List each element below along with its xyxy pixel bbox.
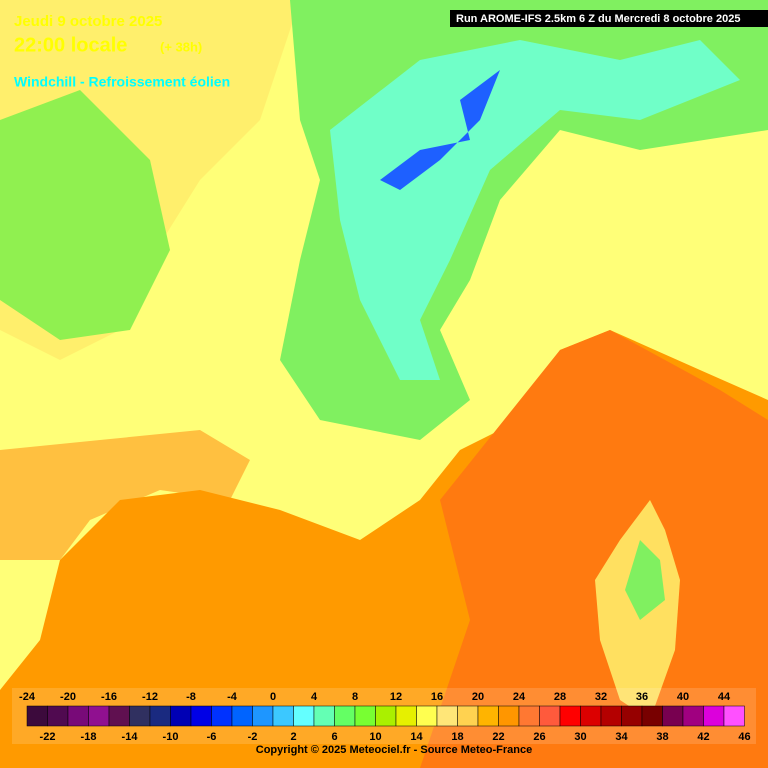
legend-swatch: [682, 705, 704, 727]
legend-swatch: [416, 705, 438, 727]
legend-swatch: [272, 705, 294, 727]
legend-swatch: [600, 705, 622, 727]
legend-swatch: [539, 705, 561, 727]
legend-swatch: [67, 705, 89, 727]
legend-swatch: [395, 705, 417, 727]
corsica-green: [625, 540, 665, 620]
legend-label: -14: [122, 731, 139, 743]
legend-swatch: [477, 705, 499, 727]
legend-label: 46: [738, 731, 750, 743]
land-orange: [0, 430, 250, 560]
legend-label: -2: [248, 731, 258, 743]
legend-label: -24: [19, 691, 36, 703]
legend-label: -6: [207, 731, 217, 743]
legend-label: -16: [101, 691, 117, 703]
legend-label: 2: [290, 731, 296, 743]
legend-swatch: [313, 705, 335, 727]
legend-label: 32: [595, 691, 607, 703]
legend-swatch: [621, 705, 643, 727]
legend-label: 22: [492, 731, 504, 743]
sea-east: [420, 330, 768, 768]
legend-label: -20: [60, 691, 76, 703]
legend-label: 38: [656, 731, 668, 743]
alps-cold: [380, 70, 500, 190]
time: 22:00 locale: [14, 34, 127, 56]
legend-swatch: [723, 705, 745, 727]
legend-label: 10: [369, 731, 381, 743]
legend-swatch: [88, 705, 110, 727]
run-bg: [450, 10, 768, 27]
legend-label: 36: [636, 691, 648, 703]
date: Jeudi 9 octobre 2025: [14, 13, 162, 30]
legend-swatch: [703, 705, 725, 727]
legend-swatch: [457, 705, 479, 727]
legend-swatch: [170, 705, 192, 727]
legend-label: -22: [40, 731, 56, 743]
alps-cyan: [330, 40, 740, 380]
legend-label: 34: [615, 731, 628, 743]
legend-swatch: [129, 705, 151, 727]
legend-swatch: [641, 705, 663, 727]
legend-label: 0: [270, 691, 276, 703]
land-green: [0, 90, 170, 340]
legend-swatch: [252, 705, 274, 727]
legend-label: 30: [574, 731, 586, 743]
legend-label: 8: [352, 691, 358, 703]
legend-label: 4: [311, 691, 318, 703]
legend-swatch: [498, 705, 520, 727]
legend-label: -8: [186, 691, 196, 703]
legend-swatch: [26, 705, 48, 727]
legend-swatch: [559, 705, 581, 727]
legend-label: 44: [718, 691, 731, 703]
legend-label: 40: [677, 691, 689, 703]
legend-label: 16: [431, 691, 443, 703]
run-label: Run AROME-IFS 2.5km 6 Z du Mercredi 8 oc…: [456, 13, 740, 25]
legend-swatch: [190, 705, 212, 727]
legend-swatch: [211, 705, 233, 727]
legend-label: -4: [227, 691, 238, 703]
legend-swatch: [375, 705, 397, 727]
legend-swatch: [108, 705, 130, 727]
legend-label: 14: [410, 731, 423, 743]
legend-swatch: [47, 705, 69, 727]
legend-swatch: [231, 705, 253, 727]
legend-swatch: [334, 705, 356, 727]
legend-label: -18: [81, 731, 97, 743]
legend-label: 20: [472, 691, 484, 703]
legend-swatch: [580, 705, 602, 727]
legend-label: 24: [513, 691, 526, 703]
legend-label: 12: [390, 691, 402, 703]
legend-swatch: [518, 705, 540, 727]
product: Windchill - Refroissement éolien: [14, 74, 230, 90]
legend-label: 26: [533, 731, 545, 743]
legend-label: 18: [451, 731, 463, 743]
legend-swatch: [354, 705, 376, 727]
legend-label: 28: [554, 691, 566, 703]
legend-swatch: [149, 705, 171, 727]
legend-swatch: [293, 705, 315, 727]
legend-label: 6: [331, 731, 337, 743]
legend-label: -10: [163, 731, 179, 743]
copyright: Copyright © 2025 Meteociel.fr - Source M…: [256, 744, 532, 756]
legend-swatch: [436, 705, 458, 727]
legend-label: -12: [142, 691, 158, 703]
legend-swatch: [662, 705, 684, 727]
legend-label: 42: [697, 731, 709, 743]
lead: (+ 38h): [160, 39, 202, 54]
